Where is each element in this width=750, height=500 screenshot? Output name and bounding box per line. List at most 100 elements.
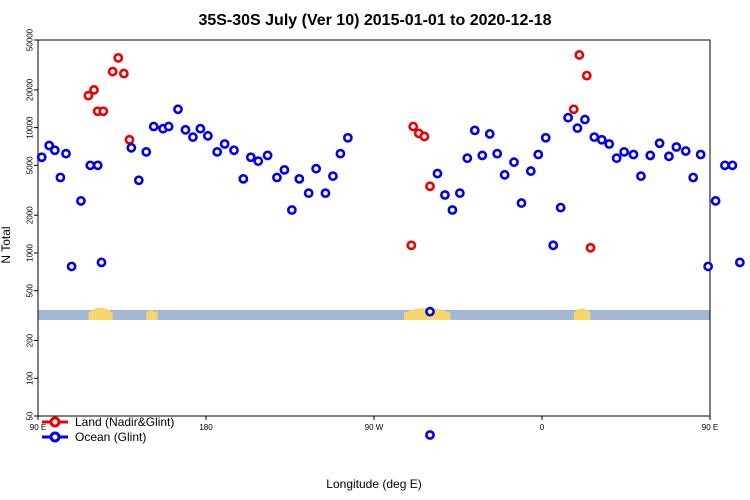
ocean-point	[55, 172, 66, 183]
ocean-point	[262, 150, 273, 161]
ocean-point	[509, 157, 519, 168]
ocean-point	[303, 188, 314, 199]
legend-land-marker	[49, 416, 61, 428]
land-point	[425, 181, 435, 192]
ocean-point	[126, 142, 137, 153]
ocean-point	[525, 166, 536, 176]
land-point	[406, 240, 417, 251]
land-point	[83, 90, 94, 101]
ocean-band	[38, 309, 710, 320]
ocean-point	[533, 149, 544, 160]
land-point	[574, 50, 585, 60]
ocean-point	[596, 134, 607, 145]
x-tick-label: 90 E	[702, 423, 718, 432]
ocean-point	[173, 104, 183, 115]
land-point	[124, 134, 135, 145]
ocean-point	[454, 188, 465, 199]
ocean-point	[66, 261, 77, 272]
land-point	[581, 70, 592, 81]
land-segment	[146, 310, 156, 320]
land-point	[107, 66, 118, 77]
x-tick-label: 180	[199, 423, 213, 432]
ocean-point	[589, 132, 600, 143]
y-tick-label: 500	[26, 283, 35, 297]
ocean-point	[279, 164, 290, 175]
y-tick-label: 2000	[26, 206, 35, 224]
land-segment	[88, 307, 113, 320]
ocean-point	[245, 152, 256, 163]
y-tick-label: 1000	[26, 243, 35, 261]
ocean-point	[540, 132, 551, 143]
ocean-point-below-axis	[425, 430, 435, 440]
x-tick-label: 90 E	[30, 423, 46, 432]
ocean-point	[447, 205, 458, 215]
ocean-point	[202, 130, 213, 141]
ocean-point	[76, 196, 86, 206]
ocean-point	[36, 152, 47, 163]
legend: Land (Nadir&Glint) Ocean (Glint)	[42, 415, 174, 444]
ocean-point	[703, 261, 714, 272]
ocean-point	[680, 146, 691, 156]
ocean-point	[163, 121, 174, 132]
land-strip	[38, 307, 710, 320]
ocean-point	[294, 173, 305, 184]
legend-ocean-label: Ocean (Glint)	[75, 430, 146, 444]
ocean-point	[96, 257, 107, 268]
ocean-point	[516, 198, 527, 208]
ocean-point	[580, 114, 590, 125]
ocean-point	[253, 156, 264, 167]
ocean-point	[328, 171, 338, 182]
ocean-point	[563, 112, 574, 123]
ocean-point	[92, 160, 103, 171]
ocean-point	[238, 173, 249, 184]
y-tick-label: 50000	[26, 28, 35, 51]
land-point	[118, 68, 129, 79]
ocean-point	[195, 123, 206, 134]
land-point	[585, 242, 596, 253]
land-point	[98, 106, 109, 117]
ocean-point	[342, 132, 353, 143]
ocean-point	[636, 171, 646, 182]
legend-land-label: Land (Nadir&Glint)	[75, 415, 174, 429]
land-point	[568, 104, 579, 115]
ocean-point	[484, 129, 495, 139]
ocean-point	[619, 147, 630, 157]
ocean-point	[133, 175, 144, 186]
ocean-point	[286, 205, 297, 215]
ocean-point	[695, 149, 706, 160]
ocean-point	[229, 145, 239, 156]
land-point	[408, 121, 419, 132]
ocean-point	[734, 257, 745, 268]
ocean-point	[720, 160, 730, 171]
y-tick-label: 5000	[26, 156, 35, 174]
y-tick-label: 10000	[26, 116, 35, 139]
y-tick-label: 200	[26, 333, 35, 347]
y-axis-label: N Total	[0, 226, 13, 263]
data-points	[36, 50, 745, 440]
ocean-point	[671, 142, 682, 152]
x-tick-label: 0	[540, 423, 545, 432]
ocean-point	[212, 147, 223, 157]
ocean-point	[425, 306, 435, 317]
ocean-point	[188, 132, 198, 143]
land-segment	[155, 310, 158, 320]
x-axis-label: Longitude (deg E)	[326, 477, 421, 491]
ocean-point	[335, 148, 346, 159]
ocean-point	[664, 151, 674, 162]
chart-title: 35S-30S July (Ver 10) 2015-01-01 to 2020…	[198, 12, 551, 29]
ocean-point	[688, 172, 699, 183]
ocean-point	[141, 147, 152, 157]
ocean-point	[311, 163, 322, 174]
ocean-point	[61, 148, 71, 159]
ocean-point	[462, 153, 473, 164]
legend-entry-land: Land (Nadir&Glint)	[42, 415, 174, 429]
land-point	[89, 84, 99, 95]
ocean-point	[499, 169, 510, 180]
ocean-point	[148, 121, 159, 132]
ocean-point	[49, 145, 60, 156]
ocean-point	[432, 168, 443, 179]
ocean-point	[492, 148, 503, 159]
y-axis: 50 100 200 500 1000 2000 5000 10000 20000 50000	[26, 28, 38, 420]
x-axis: 90 E 180 90 W 0 90 E	[30, 416, 718, 432]
land-segment	[573, 308, 591, 320]
